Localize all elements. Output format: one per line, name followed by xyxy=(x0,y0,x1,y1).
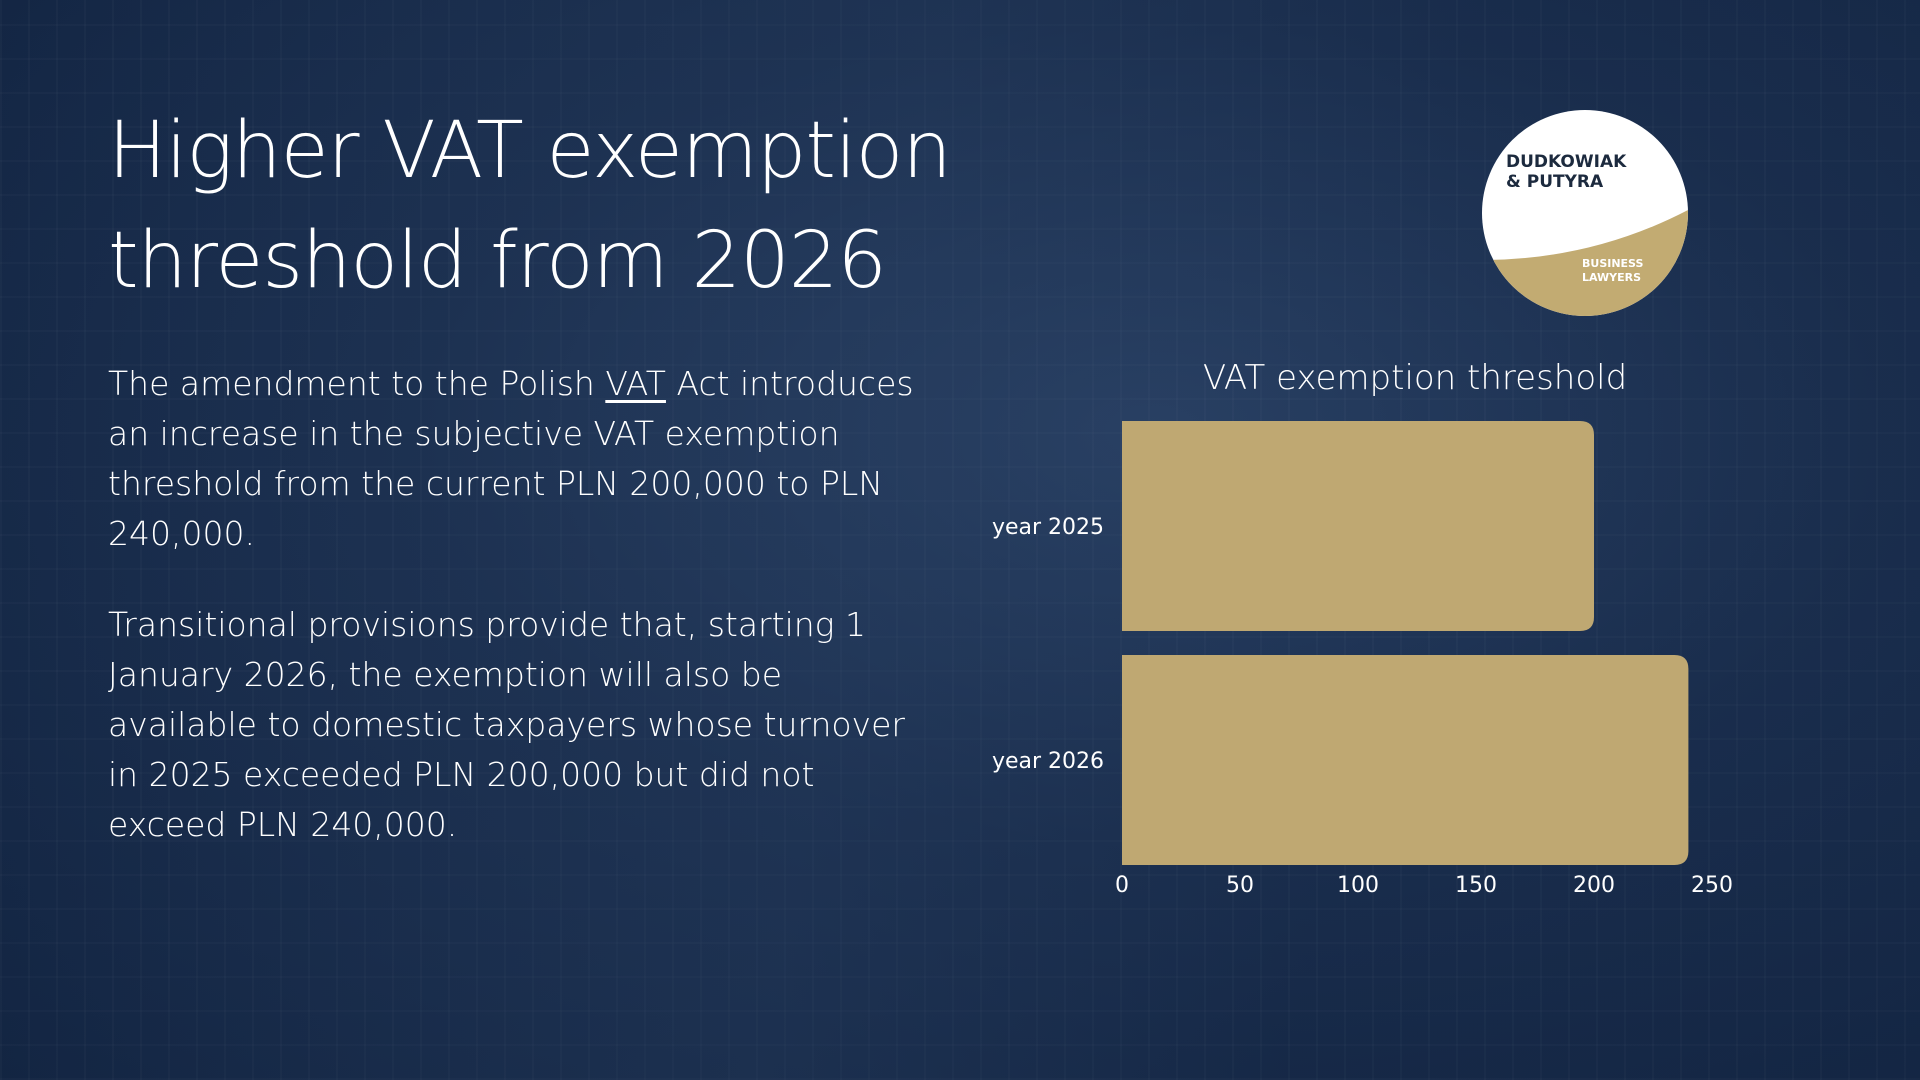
logo-line-1: DUDKOWIAK xyxy=(1506,152,1627,172)
vat-link[interactable]: VAT xyxy=(605,364,666,403)
x-tick-label: 50 xyxy=(1226,873,1254,898)
text: The amendment to the Polish xyxy=(108,364,606,403)
x-tick-label: 150 xyxy=(1455,873,1497,898)
chart-title: VAT exemption threshold xyxy=(1203,358,1627,398)
paragraph-transitional: Transitional provisions provide that, st… xyxy=(108,605,905,844)
text: Act introduces an increase in the subjec… xyxy=(108,364,914,553)
x-tick-label: 250 xyxy=(1691,873,1733,898)
page-title: Higher VAT exemption threshold from 2026 xyxy=(108,96,952,316)
logo-line-4: LAWYERS xyxy=(1582,271,1641,284)
x-tick-label: 0 xyxy=(1115,873,1129,898)
title-line-2: threshold from 2026 xyxy=(108,216,887,306)
category-label: year 2026 xyxy=(992,749,1104,774)
paragraph-amendment: The amendment to the Polish VAT Act intr… xyxy=(108,359,928,559)
x-tick-label: 200 xyxy=(1573,873,1615,898)
title-line-1: Higher VAT exemption xyxy=(108,106,952,196)
logo-line-3: BUSINESS xyxy=(1582,257,1643,270)
bar-year-2025 xyxy=(1122,421,1594,631)
company-logo: DUDKOWIAK & PUTYRA BUSINESS LAWYERS xyxy=(1482,110,1688,316)
x-tick-label: 100 xyxy=(1337,873,1379,898)
category-label: year 2025 xyxy=(992,515,1104,540)
bar-year-2026 xyxy=(1122,655,1689,865)
logo-line-2: & PUTYRA xyxy=(1506,172,1604,192)
